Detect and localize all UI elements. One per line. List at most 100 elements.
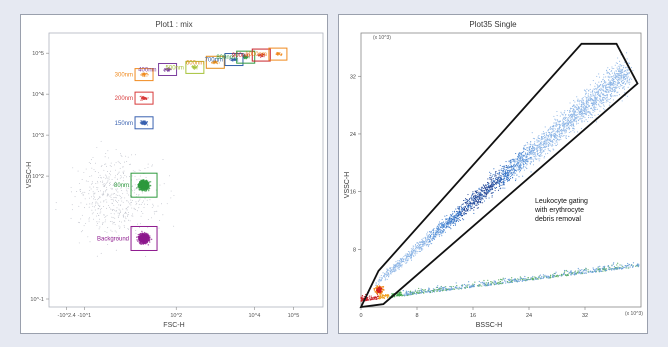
- event-dot: [581, 105, 583, 108]
- event-dot: [595, 94, 597, 96]
- gate-box[interactable]: [130, 172, 158, 198]
- event-dot: [534, 158, 536, 160]
- event-dot: [141, 121, 143, 123]
- event-dot: [543, 155, 546, 158]
- event-dot: [408, 252, 411, 254]
- event-dot: [230, 59, 232, 62]
- event-dot: [127, 194, 129, 196]
- event-dot: [609, 80, 611, 82]
- event-dot: [462, 207, 464, 210]
- event-dot: [518, 167, 520, 170]
- event-dot: [626, 72, 629, 74]
- event-dot: [138, 207, 140, 209]
- event-dot: [418, 250, 420, 252]
- gate-box[interactable]: [130, 225, 158, 251]
- event-dot: [84, 198, 86, 200]
- event-dot: [588, 90, 590, 92]
- event-dot: [125, 211, 126, 213]
- event-dot: [607, 86, 609, 88]
- event-dot: [119, 162, 121, 164]
- event-dot: [468, 202, 470, 204]
- event-dot: [123, 173, 124, 175]
- event-dot: [453, 210, 456, 212]
- event-dot: [609, 98, 612, 100]
- event-dot: [104, 174, 106, 176]
- event-dot: [564, 118, 566, 121]
- gate-box[interactable]: [205, 55, 225, 69]
- event-dot: [572, 129, 574, 131]
- event-dot: [586, 88, 588, 90]
- gate-box[interactable]: [134, 68, 154, 82]
- gate-box[interactable]: [236, 50, 256, 64]
- event-dot: [411, 251, 413, 253]
- event-dot: [568, 111, 570, 113]
- gate-box[interactable]: [251, 48, 271, 62]
- event-dot: [606, 88, 608, 91]
- event-dot: [529, 144, 531, 146]
- event-dot: [491, 196, 493, 198]
- event-dot: [107, 194, 109, 196]
- event-dot: [601, 89, 604, 91]
- event-dot: [546, 137, 548, 139]
- event-dot: [466, 209, 468, 211]
- event-dot: [96, 202, 98, 204]
- y-tick-label: 32: [350, 74, 356, 80]
- event-dot: [555, 139, 557, 142]
- gate-box[interactable]: [158, 62, 178, 76]
- event-dot: [603, 80, 605, 82]
- event-dot: [607, 92, 609, 94]
- event-dot: [100, 209, 102, 211]
- event-dot: [570, 114, 572, 116]
- event-dot: [457, 216, 459, 218]
- event-dot: [119, 195, 121, 197]
- event-dot: [628, 82, 630, 84]
- event-dot: [589, 113, 591, 115]
- gate-box[interactable]: [134, 91, 154, 105]
- event-dot: [148, 241, 151, 243]
- event-dot: [531, 156, 533, 158]
- event-dot: [399, 264, 401, 267]
- event-dot: [494, 175, 496, 177]
- event-dot: [520, 157, 522, 159]
- event-dot: [128, 212, 129, 213]
- event-dot: [135, 204, 137, 206]
- event-dot: [545, 139, 547, 141]
- event-dot: [107, 171, 108, 173]
- event-dot: [151, 217, 153, 219]
- event-dot: [577, 107, 579, 109]
- event-dot: [487, 191, 489, 193]
- event-dot: [111, 236, 113, 238]
- event-dot: [600, 96, 602, 98]
- x-tick-label: 10^2: [170, 313, 182, 319]
- event-dot: [498, 182, 500, 184]
- event-dot: [87, 236, 89, 238]
- event-dot: [584, 117, 586, 119]
- event-dot: [118, 225, 120, 227]
- event-dot: [110, 212, 112, 214]
- gate-box[interactable]: [224, 53, 244, 67]
- event-dot: [139, 95, 141, 98]
- event-dot: [512, 168, 514, 170]
- event-dot: [429, 232, 431, 234]
- event-dot: [492, 178, 494, 180]
- event-dot: [487, 178, 489, 180]
- event-dot: [530, 158, 532, 160]
- event-dot: [544, 153, 547, 155]
- gate-box[interactable]: [185, 60, 205, 74]
- event-dot: [428, 244, 430, 246]
- event-dot: [576, 107, 578, 109]
- event-dot: [126, 176, 128, 178]
- gate-box[interactable]: [268, 47, 288, 61]
- event-dot: [92, 191, 94, 193]
- event-dot: [613, 76, 615, 79]
- event-dot: [535, 158, 537, 160]
- gate-box[interactable]: [134, 116, 154, 130]
- event-dot: [524, 161, 527, 163]
- event-dot: [507, 167, 509, 169]
- event-dot: [525, 144, 527, 146]
- event-dot: [441, 230, 443, 232]
- event-dot: [115, 148, 117, 150]
- event-dot: [594, 103, 596, 105]
- y-tick-label: 10^3: [32, 133, 44, 139]
- event-dot: [441, 223, 443, 225]
